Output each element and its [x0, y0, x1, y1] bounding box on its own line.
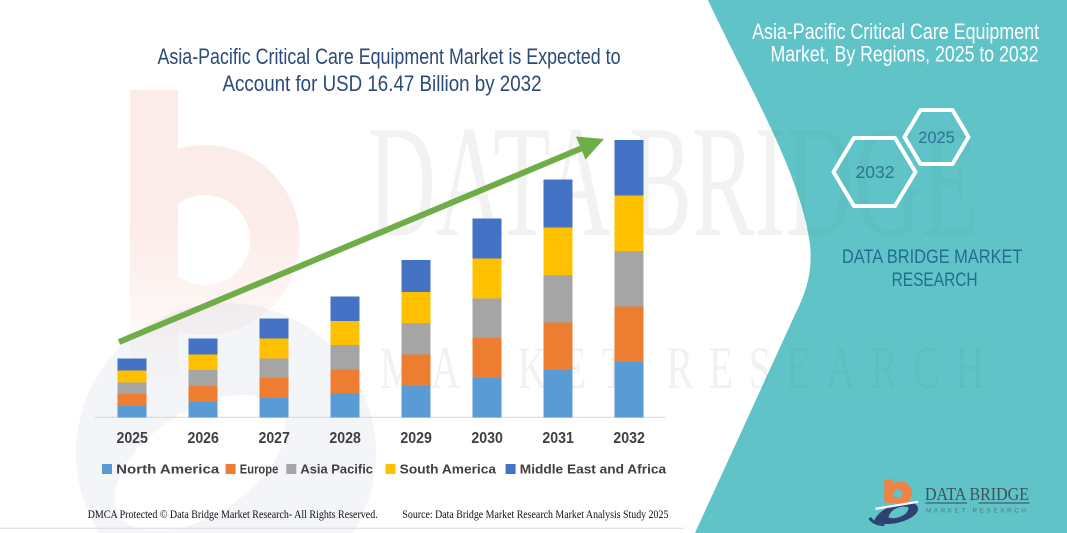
- svg-text:2025: 2025: [116, 430, 148, 447]
- svg-text:Account for USD 16.47 Billion: Account for USD 16.47 Billion by 2032: [223, 71, 542, 96]
- svg-text:Market, By Regions, 2025 to 20: Market, By Regions, 2025 to 2032: [771, 42, 1039, 67]
- svg-text:Asia-Pacific Critical Care Equ: Asia-Pacific Critical Care Equipment Mar…: [158, 44, 621, 69]
- svg-text:Europe: Europe: [240, 462, 278, 477]
- svg-text:Source: Data Bridge Market Res: Source: Data Bridge Market Research Mark…: [402, 509, 668, 521]
- svg-text:South America: South America: [400, 462, 497, 477]
- svg-text:Asia Pacific: Asia Pacific: [300, 462, 373, 477]
- svg-text:North America: North America: [116, 462, 220, 477]
- svg-text:2032: 2032: [613, 430, 645, 447]
- svg-text:2031: 2031: [542, 430, 574, 447]
- svg-text:2026: 2026: [187, 430, 219, 447]
- svg-text:2025: 2025: [918, 129, 955, 147]
- svg-text:2029: 2029: [400, 430, 432, 447]
- svg-text:2030: 2030: [471, 430, 503, 447]
- svg-text:MARKET RESEARCH: MARKET RESEARCH: [926, 508, 1026, 515]
- svg-text:RESEARCH: RESEARCH: [892, 270, 978, 291]
- svg-text:Asia-Pacific Critical Care Equ: Asia-Pacific Critical Care Equipment: [752, 19, 1039, 44]
- svg-text:2032: 2032: [856, 162, 895, 182]
- svg-text:Middle East and Africa: Middle East and Africa: [520, 462, 667, 477]
- svg-text:DATA BRIDGE MARKET: DATA BRIDGE MARKET: [842, 247, 1023, 268]
- svg-text:DATA BRIDGE: DATA BRIDGE: [925, 484, 1029, 504]
- svg-text:2028: 2028: [329, 430, 361, 447]
- svg-text:DMCA Protected © Data Bridge M: DMCA Protected © Data Bridge Market Rese…: [88, 509, 378, 521]
- svg-text:2027: 2027: [258, 430, 290, 447]
